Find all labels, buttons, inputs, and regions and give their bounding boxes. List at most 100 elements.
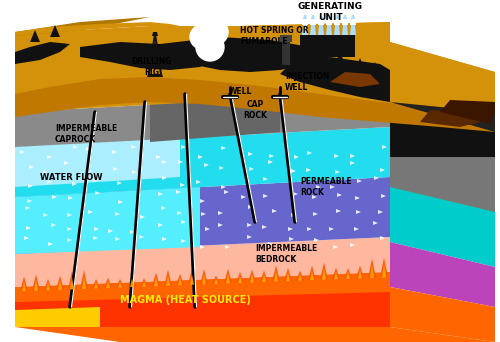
Polygon shape <box>380 258 388 277</box>
Polygon shape <box>380 236 385 240</box>
Polygon shape <box>247 223 252 227</box>
Polygon shape <box>198 44 218 54</box>
Polygon shape <box>280 35 292 42</box>
Polygon shape <box>329 227 334 231</box>
Polygon shape <box>390 102 495 132</box>
Text: WELL: WELL <box>228 88 252 96</box>
Polygon shape <box>204 163 209 167</box>
Polygon shape <box>113 167 118 171</box>
Polygon shape <box>48 242 53 246</box>
Polygon shape <box>93 178 98 182</box>
Polygon shape <box>310 271 314 280</box>
Polygon shape <box>262 275 266 282</box>
Polygon shape <box>226 274 230 284</box>
Polygon shape <box>131 145 136 149</box>
Polygon shape <box>15 77 495 132</box>
Polygon shape <box>378 210 383 214</box>
Polygon shape <box>320 262 328 280</box>
Polygon shape <box>130 230 135 234</box>
Polygon shape <box>22 282 26 291</box>
Polygon shape <box>332 267 340 279</box>
Polygon shape <box>316 185 321 189</box>
Polygon shape <box>249 167 254 171</box>
Polygon shape <box>390 242 495 307</box>
Polygon shape <box>26 226 31 230</box>
Polygon shape <box>311 15 315 19</box>
Polygon shape <box>162 160 167 164</box>
Polygon shape <box>15 26 495 112</box>
Polygon shape <box>190 274 194 285</box>
Polygon shape <box>43 213 48 217</box>
Text: PERMEABLE
ROCK: PERMEABLE ROCK <box>300 177 352 197</box>
Polygon shape <box>50 25 60 37</box>
Polygon shape <box>158 223 163 227</box>
Polygon shape <box>344 268 352 279</box>
Polygon shape <box>147 74 163 77</box>
Polygon shape <box>440 100 495 124</box>
Polygon shape <box>156 155 161 159</box>
Polygon shape <box>181 220 186 224</box>
Text: HOT SPRING OR
FUMAROLE: HOT SPRING OR FUMAROLE <box>240 26 308 46</box>
Polygon shape <box>80 42 220 70</box>
Polygon shape <box>322 268 326 280</box>
Polygon shape <box>337 193 342 197</box>
Polygon shape <box>248 269 256 282</box>
Polygon shape <box>291 213 296 217</box>
Polygon shape <box>176 190 181 194</box>
Text: WATER FLOW: WATER FLOW <box>40 172 102 182</box>
Polygon shape <box>177 211 182 215</box>
Polygon shape <box>310 25 316 35</box>
Circle shape <box>195 9 225 39</box>
Polygon shape <box>95 191 100 195</box>
Polygon shape <box>47 155 52 159</box>
Polygon shape <box>310 19 316 25</box>
Polygon shape <box>196 180 201 184</box>
Polygon shape <box>160 37 330 72</box>
Polygon shape <box>368 259 376 278</box>
Polygon shape <box>15 22 390 52</box>
Polygon shape <box>30 30 40 42</box>
Polygon shape <box>158 192 163 196</box>
Circle shape <box>196 33 224 61</box>
Polygon shape <box>306 168 311 172</box>
Polygon shape <box>268 242 273 246</box>
Polygon shape <box>67 227 72 231</box>
Polygon shape <box>390 157 495 247</box>
Polygon shape <box>164 270 172 286</box>
Polygon shape <box>139 235 144 239</box>
Text: IMPERMEABLE
CAPROCK: IMPERMEABLE CAPROCK <box>55 124 117 144</box>
Polygon shape <box>350 154 355 158</box>
Polygon shape <box>150 92 280 142</box>
Polygon shape <box>27 199 32 203</box>
Polygon shape <box>390 187 495 267</box>
Polygon shape <box>350 161 355 165</box>
Polygon shape <box>303 15 307 19</box>
Polygon shape <box>280 57 390 102</box>
Polygon shape <box>46 283 50 290</box>
Polygon shape <box>350 19 356 25</box>
Polygon shape <box>68 196 73 200</box>
Polygon shape <box>116 279 124 288</box>
Polygon shape <box>86 147 91 151</box>
Polygon shape <box>221 146 226 150</box>
Polygon shape <box>140 278 148 287</box>
Polygon shape <box>198 155 203 159</box>
Polygon shape <box>87 169 92 173</box>
Polygon shape <box>334 272 338 279</box>
Polygon shape <box>382 145 387 149</box>
Polygon shape <box>219 166 224 170</box>
Polygon shape <box>248 152 253 156</box>
Polygon shape <box>291 169 296 173</box>
Polygon shape <box>24 236 29 240</box>
Polygon shape <box>44 279 52 290</box>
Polygon shape <box>300 35 355 57</box>
Polygon shape <box>284 268 292 281</box>
Polygon shape <box>140 215 145 219</box>
Text: INJECTION
WELL: INJECTION WELL <box>285 72 330 92</box>
Polygon shape <box>370 62 380 74</box>
Polygon shape <box>212 276 220 284</box>
Text: GENERATING
UNIT: GENERATING UNIT <box>298 2 362 22</box>
Polygon shape <box>162 237 167 241</box>
Polygon shape <box>296 271 304 281</box>
Polygon shape <box>268 160 273 164</box>
